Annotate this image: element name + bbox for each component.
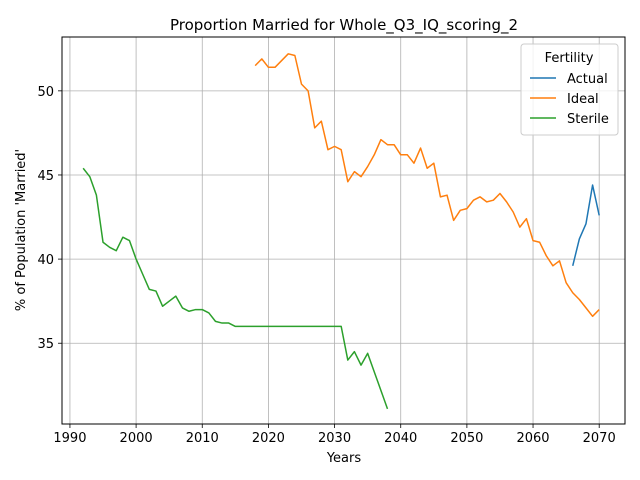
legend-label-sterile: Sterile	[567, 112, 609, 127]
x-tick-label: 2020	[252, 431, 285, 446]
x-tick-label: 1990	[53, 431, 86, 446]
legend-label-ideal: Ideal	[567, 92, 599, 107]
legend-title: Fertility	[545, 51, 594, 66]
series-line-ideal	[254, 53, 600, 318]
x-tick-label: 2040	[384, 431, 417, 446]
legend: Fertility Actual Ideal Sterile	[520, 43, 619, 136]
x-tick-label: 2070	[583, 431, 616, 446]
x-tick-label: 2010	[186, 431, 219, 446]
y-tick-label: 40	[37, 253, 54, 268]
series-lines	[82, 53, 600, 410]
y-axis-label: % of Population 'Married'	[14, 149, 29, 311]
x-axis-label: Years	[326, 451, 362, 466]
x-tick-label: 2000	[120, 431, 153, 446]
x-tick-label: 2060	[516, 431, 549, 446]
legend-box	[520, 43, 619, 136]
series-line-actual	[572, 184, 600, 267]
x-axis: 1990 2000 2010 2020 2030 2040 2050 2060 2070	[53, 424, 616, 446]
chart-title: Proportion Married for Whole_Q3_IQ_scori…	[170, 16, 518, 35]
y-tick-label: 50	[37, 85, 54, 100]
y-axis: 35 40 45 50	[37, 85, 62, 352]
y-tick-label: 45	[37, 169, 54, 184]
plot-frame	[61, 36, 626, 425]
legend-label-actual: Actual	[567, 72, 608, 87]
x-tick-label: 2050	[450, 431, 483, 446]
x-tick-label: 2030	[318, 431, 351, 446]
y-tick-label: 35	[37, 337, 54, 352]
series-line-sterile	[82, 167, 389, 410]
